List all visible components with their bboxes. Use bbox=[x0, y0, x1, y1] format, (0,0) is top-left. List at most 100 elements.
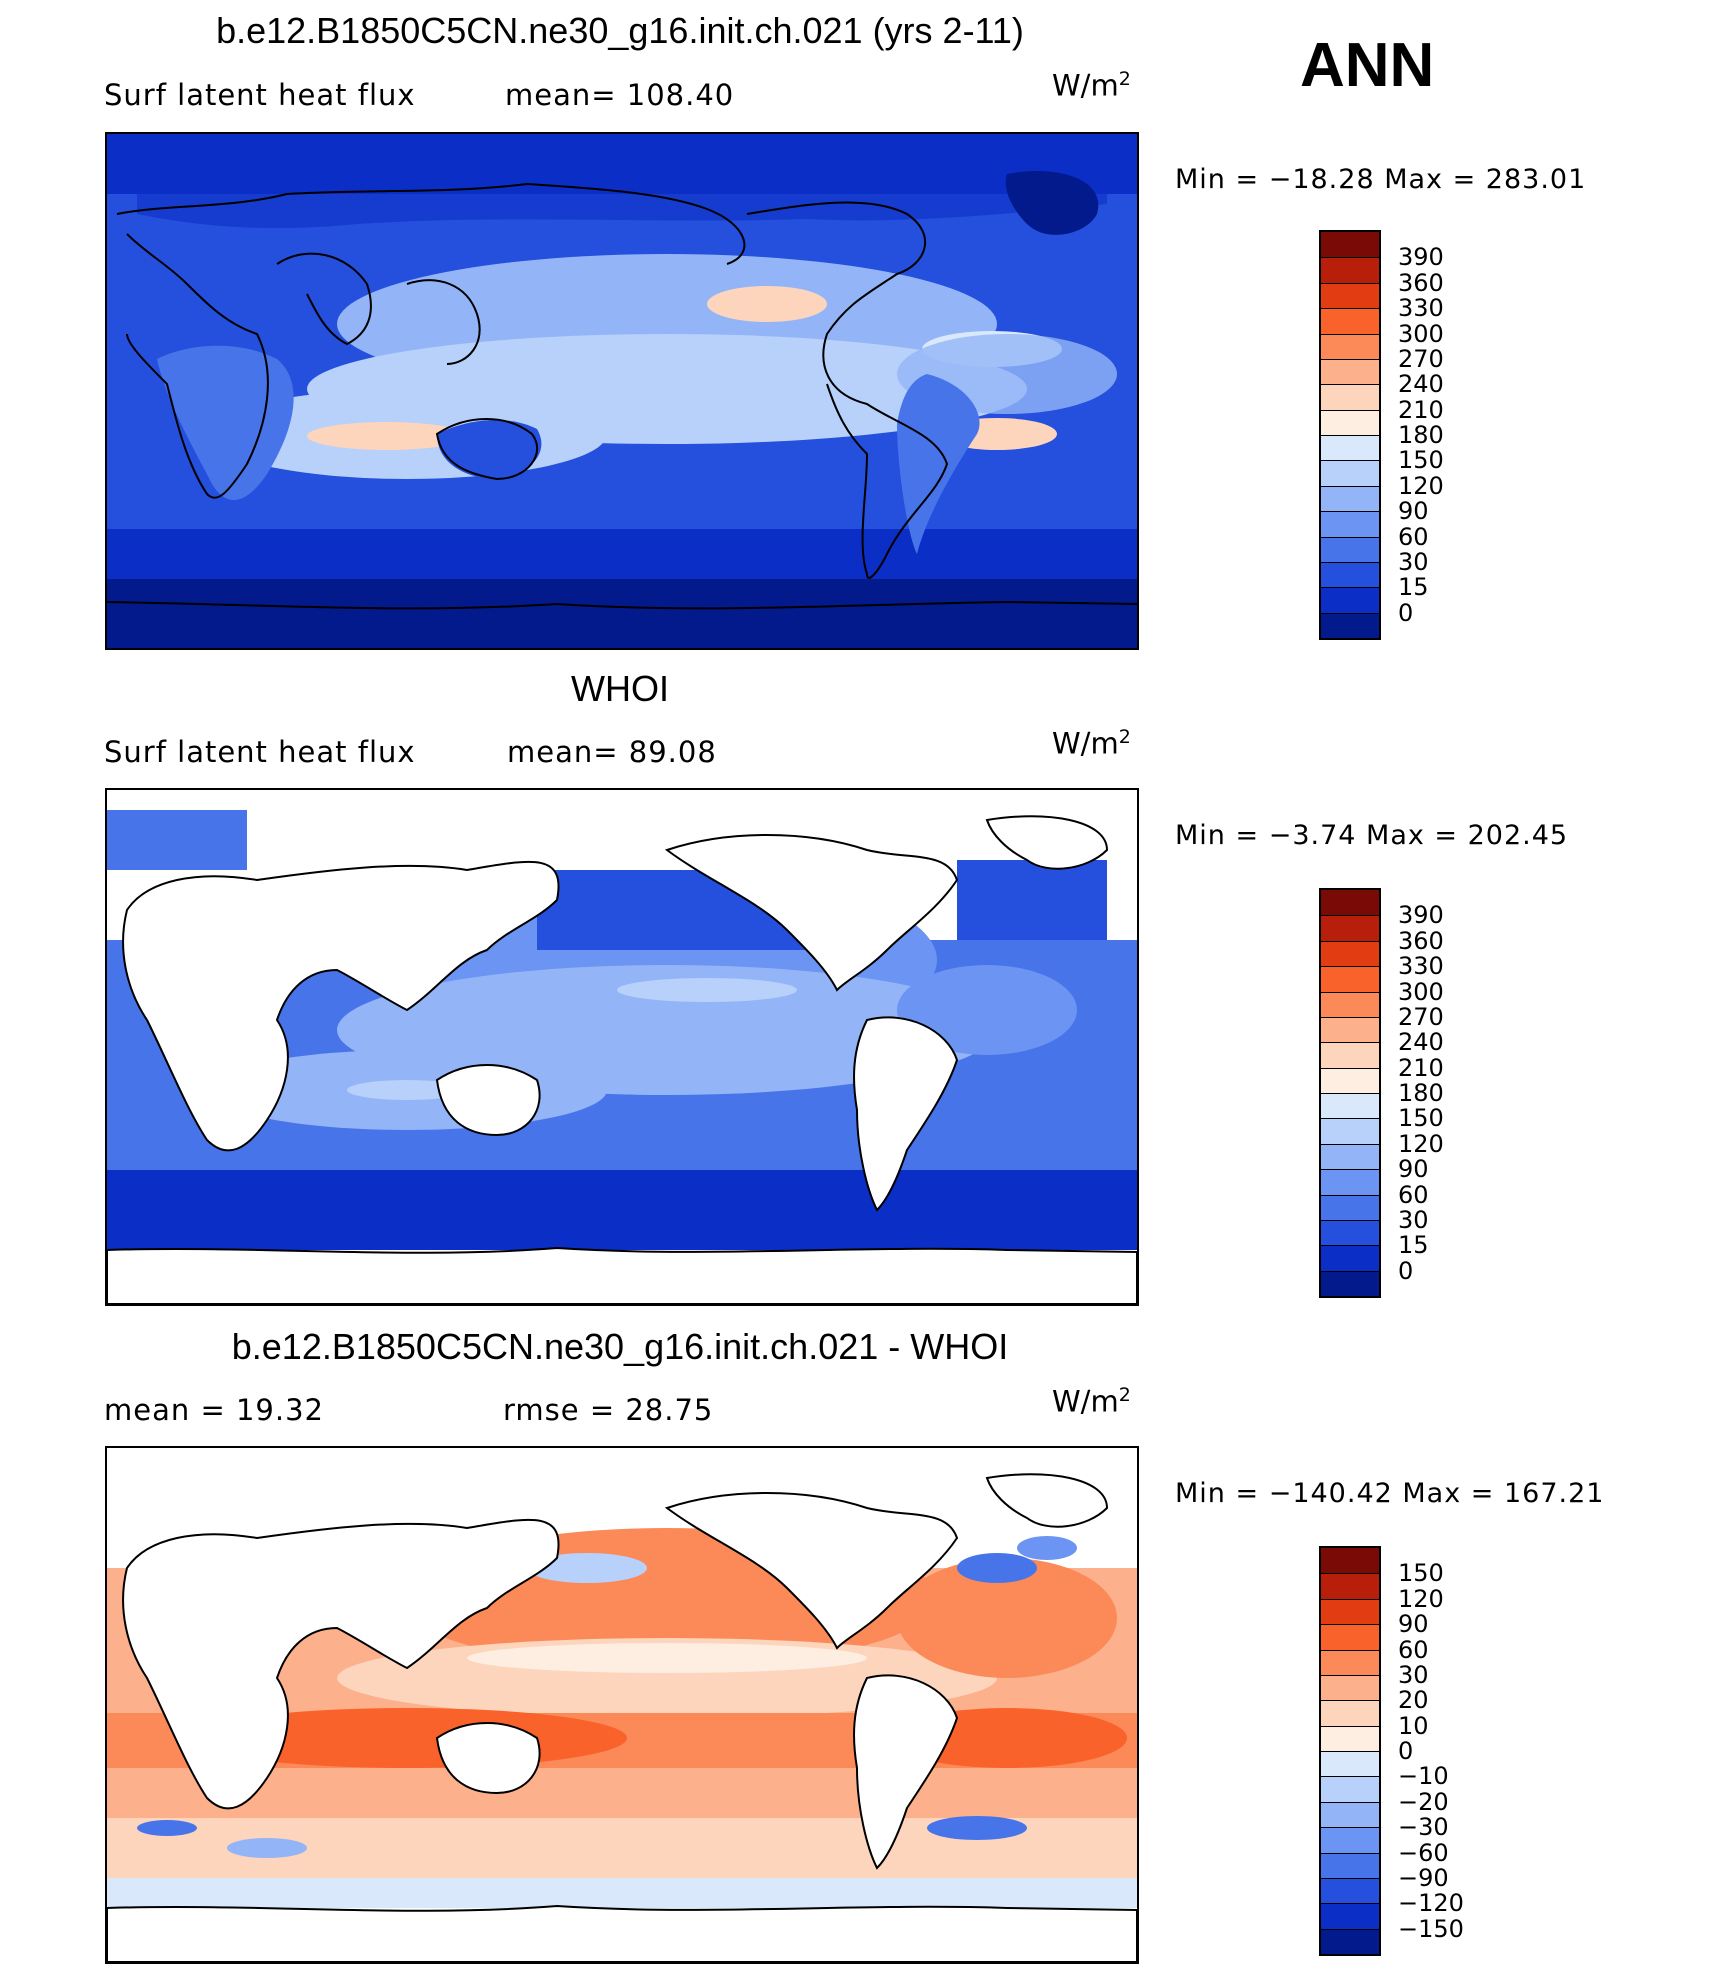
colorbar-segment bbox=[1321, 409, 1379, 435]
colorbar-segment bbox=[1321, 1827, 1379, 1853]
colorbar-segment bbox=[1321, 1194, 1379, 1220]
panel-obs-variable: Surf latent heat flux bbox=[104, 735, 416, 769]
colorbar-tick-label: −60 bbox=[1398, 1838, 1449, 1867]
colorbar-segment bbox=[1321, 561, 1379, 588]
colorbar-tick-label: 30 bbox=[1398, 1205, 1429, 1234]
colorbar-segment bbox=[1321, 587, 1379, 613]
colorbar-segment bbox=[1321, 358, 1379, 385]
colorbar-segment bbox=[1321, 1624, 1379, 1650]
colorbar-tick-label: 300 bbox=[1398, 977, 1444, 1006]
colorbar-tick-label: 270 bbox=[1398, 344, 1444, 373]
colorbar-segment bbox=[1321, 460, 1379, 486]
colorbar-segment bbox=[1321, 940, 1379, 967]
colorbar-segment bbox=[1321, 1067, 1379, 1093]
colorbar-segment bbox=[1321, 890, 1379, 916]
colorbar-tick-label: 330 bbox=[1398, 952, 1444, 981]
colorbar-tick-label: 60 bbox=[1398, 1180, 1429, 1209]
colorbar-segment bbox=[1321, 384, 1379, 410]
colorbar-tick-label: 360 bbox=[1398, 268, 1444, 297]
colorbar-tick-label: 360 bbox=[1398, 926, 1444, 955]
colorbar-tick-label: 390 bbox=[1398, 901, 1444, 930]
panel-diff-rmse: rmse = 28.75 bbox=[503, 1393, 714, 1427]
panel-diff-units: W/m2 bbox=[1052, 1384, 1131, 1419]
colorbar-tick-label: 90 bbox=[1398, 497, 1429, 526]
colorbar-tick-label: 15 bbox=[1398, 573, 1429, 602]
colorbar-segment bbox=[1321, 435, 1379, 461]
colorbar-segment bbox=[1321, 1573, 1379, 1599]
panel-diff-mean: mean = 19.32 bbox=[104, 1393, 324, 1427]
colorbar-segment bbox=[1321, 966, 1379, 992]
colorbar-tick-label: 210 bbox=[1398, 395, 1444, 424]
colorbar-tick-label: 300 bbox=[1398, 319, 1444, 348]
colorbar-segment bbox=[1321, 1852, 1379, 1878]
colorbar-segment bbox=[1321, 485, 1379, 512]
map-obs-field bbox=[107, 790, 1137, 1304]
colorbar-segment bbox=[1321, 1270, 1379, 1296]
season-label: ANN bbox=[1300, 31, 1435, 100]
colorbar-tick-label: 150 bbox=[1398, 1104, 1444, 1133]
colorbar-segment bbox=[1321, 1598, 1379, 1625]
colorbar-tick-label: −150 bbox=[1398, 1914, 1464, 1943]
colorbar-tick-label: 60 bbox=[1398, 522, 1429, 551]
colorbar-segment bbox=[1321, 1118, 1379, 1144]
colorbar-tick-label: 240 bbox=[1398, 370, 1444, 399]
panel-diff-title: b.e12.B1850C5CN.ne30_g16.init.ch.021 - W… bbox=[231, 1326, 1009, 1367]
colorbar-segment bbox=[1321, 1725, 1379, 1751]
colorbar-tick-label: 210 bbox=[1398, 1053, 1444, 1082]
colorbar-diff bbox=[1319, 1546, 1381, 1956]
colorbar-segment bbox=[1321, 1776, 1379, 1802]
colorbar-segment bbox=[1321, 536, 1379, 562]
panel-obs-minmax: Min = −3.74 Max = 202.45 bbox=[1175, 820, 1569, 851]
panel-model-units: W/m2 bbox=[1052, 68, 1131, 103]
colorbar-segment bbox=[1321, 1903, 1379, 1929]
colorbar-segment bbox=[1321, 1801, 1379, 1828]
colorbar-segment bbox=[1321, 1928, 1379, 1954]
colorbar-segment bbox=[1321, 1016, 1379, 1043]
colorbar-segment bbox=[1321, 232, 1379, 258]
colorbar-segment bbox=[1321, 1042, 1379, 1068]
colorbar-segment bbox=[1321, 333, 1379, 359]
colorbar-segment bbox=[1321, 915, 1379, 941]
colorbar-tick-label: 0 bbox=[1398, 1737, 1414, 1765]
colorbar-tick-label: 0 bbox=[1398, 598, 1414, 627]
colorbar-tick-label: 30 bbox=[1398, 547, 1429, 576]
colorbar-tick-label: 120 bbox=[1398, 471, 1444, 500]
colorbar-segment bbox=[1321, 1093, 1379, 1119]
colorbar-segment bbox=[1321, 1649, 1379, 1675]
colorbar-tick-label: 180 bbox=[1398, 421, 1444, 449]
colorbar-segment bbox=[1321, 991, 1379, 1017]
colorbar-tick-label: 90 bbox=[1398, 1610, 1429, 1639]
map-model bbox=[105, 132, 1139, 650]
colorbar-segment bbox=[1321, 1245, 1379, 1271]
colorbar-tick-label: −10 bbox=[1398, 1762, 1449, 1791]
panel-model-variable: Surf latent heat flux bbox=[104, 78, 416, 112]
colorbar-tick-label: −120 bbox=[1398, 1889, 1464, 1918]
colorbar-tick-label: 0 bbox=[1398, 1256, 1414, 1285]
colorbar-segment bbox=[1321, 308, 1379, 334]
colorbar-segment bbox=[1321, 1169, 1379, 1195]
colorbar-segment bbox=[1321, 1700, 1379, 1726]
colorbar-tick-label: 330 bbox=[1398, 294, 1444, 323]
panel-obs-title: WHOI bbox=[571, 668, 669, 709]
panel-model-title: b.e12.B1850C5CN.ne30_g16.init.ch.021 (yr… bbox=[216, 10, 1024, 51]
colorbar-segment bbox=[1321, 511, 1379, 537]
map-diff bbox=[105, 1446, 1139, 1964]
colorbar-segment bbox=[1321, 1877, 1379, 1904]
colorbar-tick-label: 90 bbox=[1398, 1155, 1429, 1184]
colorbar-segment bbox=[1321, 1674, 1379, 1701]
map-model-field bbox=[107, 134, 1137, 648]
colorbar-tick-label: 10 bbox=[1398, 1711, 1429, 1740]
panel-obs-units: W/m2 bbox=[1052, 726, 1131, 761]
colorbar-segment bbox=[1321, 1548, 1379, 1574]
colorbar-segment bbox=[1321, 1751, 1379, 1777]
colorbar-tick-label: 15 bbox=[1398, 1231, 1429, 1260]
colorbar-tick-label: 180 bbox=[1398, 1079, 1444, 1107]
panel-diff-minmax: Min = −140.42 Max = 167.21 bbox=[1175, 1478, 1605, 1509]
colorbar-tick-label: 240 bbox=[1398, 1028, 1444, 1057]
panel-model-minmax: Min = −18.28 Max = 283.01 bbox=[1175, 164, 1587, 195]
panel-obs-mean: mean= 89.08 bbox=[507, 735, 717, 769]
colorbar-tick-label: 60 bbox=[1398, 1635, 1429, 1664]
colorbar-segment bbox=[1321, 1143, 1379, 1170]
map-obs bbox=[105, 788, 1139, 1306]
colorbar-segment bbox=[1321, 282, 1379, 309]
